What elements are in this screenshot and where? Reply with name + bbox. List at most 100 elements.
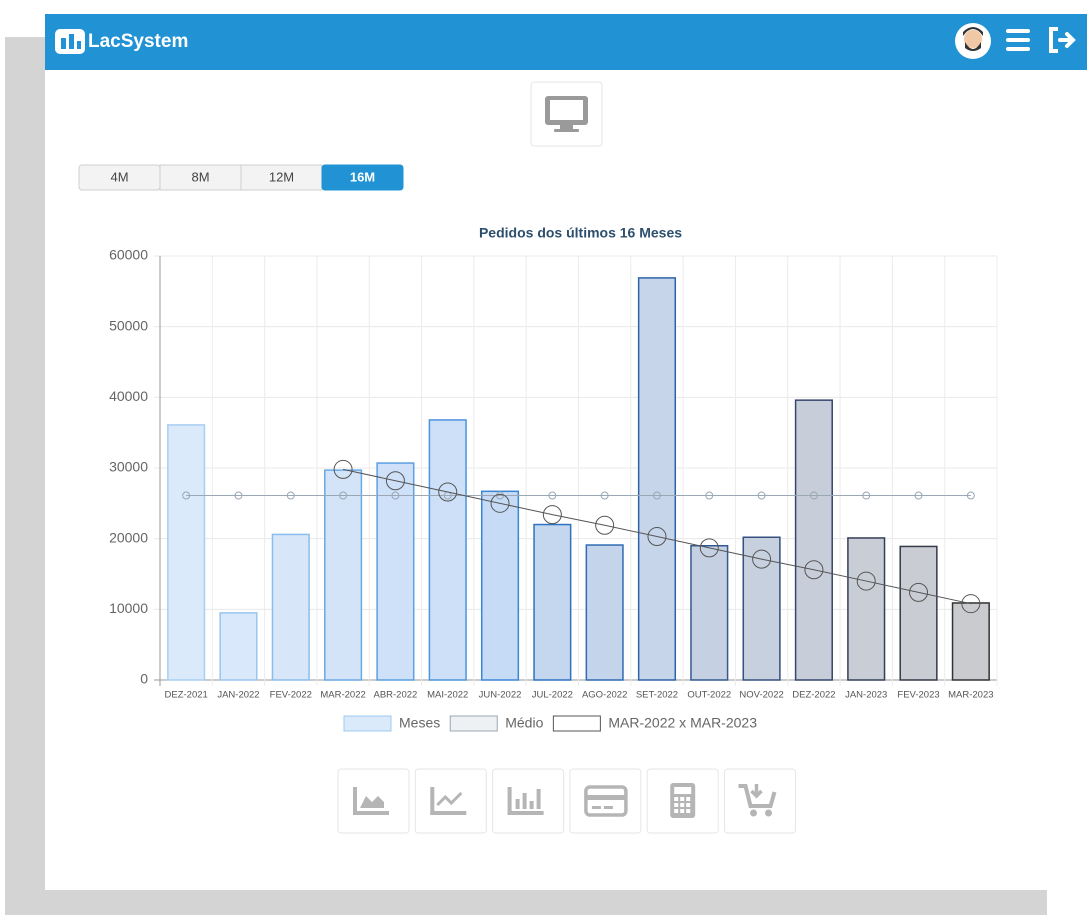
icon-shape — [603, 806, 613, 809]
x-tick-label: DEZ-2022 — [792, 690, 835, 701]
icon-shape — [536, 789, 541, 809]
point — [600, 491, 609, 500]
icon-shape — [584, 785, 628, 817]
icon-shape — [750, 784, 763, 799]
x-tick-label: JUN-2022 — [479, 690, 522, 701]
icon-shape — [507, 787, 512, 815]
header-bar — [45, 14, 1087, 70]
icon-shape — [674, 787, 692, 794]
bar — [899, 545, 938, 681]
point — [909, 582, 929, 602]
tool-icon — [670, 783, 696, 818]
icon-shape — [436, 791, 463, 807]
menu-icon[interactable] — [1006, 29, 1030, 51]
tool-button[interactable] — [569, 768, 642, 834]
icon-shape — [686, 803, 691, 807]
point — [699, 538, 719, 558]
icon-shape — [686, 809, 691, 813]
point — [966, 491, 975, 500]
point — [809, 491, 818, 500]
icon-shape — [430, 787, 435, 815]
icon-shape — [522, 793, 527, 809]
point — [705, 491, 714, 500]
bar — [637, 277, 677, 681]
legend-swatch — [449, 715, 498, 732]
icon-shape — [591, 806, 601, 809]
period-button-label: 8M — [191, 169, 209, 184]
x-tick-label: AGO-2022 — [582, 690, 627, 701]
bar — [219, 612, 258, 681]
bar — [376, 462, 415, 681]
period-button-label: 4M — [110, 169, 128, 184]
x-tick-label: FEV-2023 — [897, 690, 939, 701]
icon-shape — [750, 809, 757, 817]
x-tick-label: FEV-2022 — [270, 690, 312, 701]
x-tick-label: MAI-2022 — [427, 690, 468, 701]
x-tick-label: OUT-2022 — [687, 690, 731, 701]
icon-shape — [674, 803, 679, 807]
point — [339, 491, 348, 500]
x-tick-label: DEZ-2021 — [165, 690, 208, 701]
legend-label: Meses — [399, 715, 440, 731]
tool-icon — [738, 784, 777, 817]
icon-shape — [680, 803, 685, 807]
x-tick-label: ABR-2022 — [373, 690, 417, 701]
icon-shape — [430, 811, 467, 815]
logo-text: LacSystem — [88, 31, 188, 52]
x-tick-label: MAR-2023 — [948, 690, 993, 701]
bar — [480, 490, 520, 681]
bar — [951, 602, 990, 681]
legend-label: Médio — [505, 715, 543, 731]
chart-title: Pedidos dos últimos 16 Meses — [479, 225, 682, 241]
x-tick-label: MAR-2022 — [320, 690, 365, 701]
legend-swatch — [343, 715, 392, 732]
point — [856, 571, 876, 591]
icon-shape — [765, 809, 772, 817]
bar — [428, 419, 467, 681]
icon-shape — [680, 797, 685, 801]
line — [342, 468, 971, 605]
logo-icon — [55, 29, 85, 54]
point — [438, 482, 458, 502]
monitor-icon — [545, 96, 588, 132]
bar — [324, 469, 363, 681]
bar — [271, 533, 310, 681]
y-tick-label: 30000 — [109, 459, 148, 475]
x-tick-label: SET-2022 — [636, 690, 678, 701]
tool-button[interactable] — [724, 768, 796, 834]
period-button-label: 16M — [350, 169, 375, 184]
bar — [690, 544, 729, 681]
card — [45, 14, 1087, 890]
x-tick-label: JAN-2022 — [217, 690, 259, 701]
icon-shape — [507, 811, 544, 815]
period-button[interactable] — [240, 164, 323, 191]
legend-label: MAR-2022 x MAR-2023 — [608, 715, 757, 731]
point — [752, 549, 772, 569]
icon-shape — [738, 784, 777, 808]
icon-shape — [674, 797, 679, 801]
logout-icon[interactable] — [1049, 27, 1076, 53]
y-tick-label: 50000 — [109, 317, 148, 333]
icon-shape — [515, 799, 520, 809]
period-button[interactable] — [321, 164, 404, 191]
y-tick-label: 40000 — [109, 388, 148, 404]
point — [182, 491, 191, 500]
point — [961, 594, 981, 614]
point — [490, 493, 510, 513]
point — [548, 491, 557, 500]
icon-shape — [529, 801, 534, 809]
avatar[interactable] — [955, 23, 991, 59]
icon-shape — [353, 787, 357, 815]
point — [542, 505, 562, 525]
tool-button[interactable] — [492, 768, 565, 834]
point — [595, 515, 615, 535]
bar — [533, 523, 572, 681]
icon-shape — [674, 809, 679, 813]
tool-icon — [353, 787, 389, 815]
legend-swatch — [552, 715, 601, 732]
tool-icon — [430, 787, 467, 815]
point — [385, 471, 405, 491]
y-tick-label: 10000 — [109, 600, 148, 616]
point — [234, 491, 243, 500]
